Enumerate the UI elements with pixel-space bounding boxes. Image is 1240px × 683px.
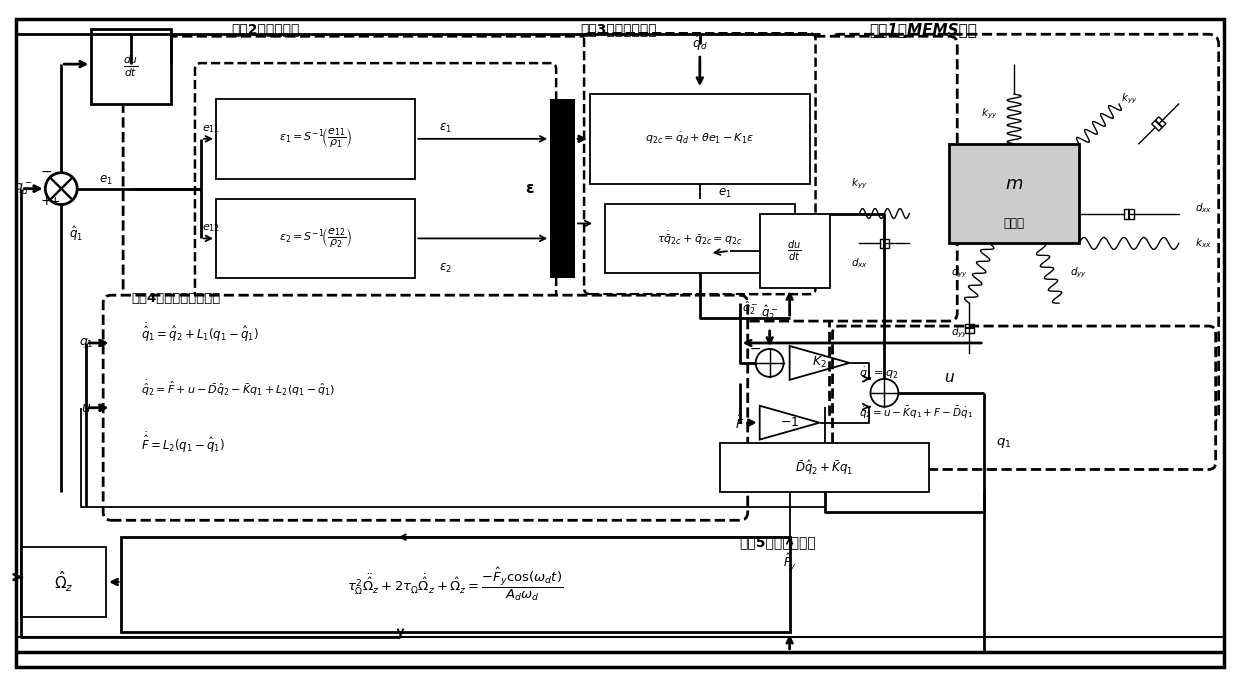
FancyBboxPatch shape	[584, 33, 816, 294]
Text: 步骤5：控制律设计: 步骤5：控制律设计	[740, 535, 816, 549]
FancyBboxPatch shape	[122, 538, 790, 632]
Text: $d_{xx}$: $d_{xx}$	[851, 256, 868, 270]
Text: $+$: $+$	[48, 195, 60, 208]
Text: $\hat{q}_2^-$: $\hat{q}_2^-$	[761, 303, 779, 323]
Text: $-$: $-$	[40, 164, 52, 178]
FancyBboxPatch shape	[195, 63, 557, 304]
Text: $e_{12}$: $e_{12}$	[202, 223, 219, 234]
Text: 步骤1：MEMS模型: 步骤1：MEMS模型	[869, 22, 977, 37]
FancyBboxPatch shape	[92, 29, 171, 104]
Text: $e_1$: $e_1$	[99, 174, 113, 187]
Text: $k_{yy}$: $k_{yy}$	[981, 107, 997, 121]
FancyBboxPatch shape	[832, 326, 1215, 469]
Text: $e_{11}$: $e_{11}$	[202, 123, 219, 135]
Text: $\varepsilon_2$: $\varepsilon_2$	[439, 262, 451, 275]
Text: 步骤4：扩张状态观测器: 步骤4：扩张状态观测器	[131, 292, 221, 305]
Text: $-$: $-$	[749, 341, 761, 355]
Text: 步骤3：动态面控制: 步骤3：动态面控制	[580, 23, 657, 36]
Text: $q_1$: $q_1$	[997, 436, 1012, 449]
Text: $\dot{q}_1 = q_2$: $\dot{q}_1 = q_2$	[859, 365, 899, 380]
Text: $\frac{du}{dt}$: $\frac{du}{dt}$	[787, 238, 802, 263]
Text: $k_{xx}$: $k_{xx}$	[1195, 236, 1211, 250]
Text: $\tau\dot{\bar{q}}_{2c}+\bar{q}_{2c}=q_{2c}$: $\tau\dot{\bar{q}}_{2c}+\bar{q}_{2c}=q_{…	[657, 229, 743, 247]
FancyBboxPatch shape	[551, 99, 575, 278]
Text: $d_{yy}$: $d_{yy}$	[1070, 266, 1087, 281]
Text: $q_{2c}=\dot{q}_d+\theta e_1-K_1\varepsilon$: $q_{2c}=\dot{q}_d+\theta e_1-K_1\varepsi…	[645, 131, 754, 146]
Text: $q_1$: $q_1$	[79, 336, 93, 350]
Text: $\hat{F}_y$: $\hat{F}_y$	[782, 551, 796, 573]
Text: $d_{yy}$: $d_{yy}$	[951, 266, 968, 281]
Text: $\dot{\hat{q}}_2 = \hat{F}+u-\bar{D}\hat{q}_2-\bar{K}q_1+L_2(q_1-\hat{q}_1)$: $\dot{\hat{q}}_2 = \hat{F}+u-\bar{D}\hat…	[141, 378, 336, 398]
Text: $\dot{\hat{q}}_1 = \hat{q}_2 + L_1(q_1-\hat{q}_1)$: $\dot{\hat{q}}_1 = \hat{q}_2 + L_1(q_1-\…	[141, 322, 259, 344]
Text: $-1$: $-1$	[780, 416, 800, 429]
FancyBboxPatch shape	[605, 204, 795, 273]
Text: $k_{yy}$: $k_{yy}$	[1121, 92, 1137, 106]
Text: $k_{yy}$: $k_{yy}$	[851, 176, 868, 191]
Text: 步骤2：预设性能: 步骤2：预设性能	[231, 23, 299, 36]
FancyBboxPatch shape	[216, 99, 415, 179]
Text: $\frac{du}{dt}$: $\frac{du}{dt}$	[123, 54, 139, 79]
FancyBboxPatch shape	[16, 19, 1224, 667]
Text: $q_d^-$: $q_d^-$	[14, 180, 32, 197]
FancyBboxPatch shape	[21, 547, 107, 617]
FancyBboxPatch shape	[950, 144, 1079, 243]
Text: $u$: $u$	[81, 401, 92, 415]
Text: $+$: $+$	[40, 193, 52, 208]
Text: $\varepsilon_1$: $\varepsilon_1$	[439, 122, 451, 135]
Text: $u$: $u$	[944, 370, 955, 385]
Text: $d_{xx}$: $d_{xx}$	[1195, 201, 1213, 215]
Text: $\tau_\Omega^2\ddot{\hat{\Omega}}_z+2\tau_\Omega\dot{\hat{\Omega}}_z+\hat{\Omega: $\tau_\Omega^2\ddot{\hat{\Omega}}_z+2\ta…	[347, 566, 563, 603]
Text: $d_{yy}$: $d_{yy}$	[951, 326, 968, 340]
Text: $\dot{q}_d$: $\dot{q}_d$	[692, 36, 708, 53]
Text: $\hat{\Omega}_z$: $\hat{\Omega}_z$	[55, 570, 73, 594]
FancyBboxPatch shape	[103, 295, 748, 520]
Text: $K_2$: $K_2$	[812, 355, 827, 370]
FancyBboxPatch shape	[123, 36, 957, 321]
FancyBboxPatch shape	[216, 199, 415, 278]
Text: $\hat{F}$: $\hat{F}$	[735, 414, 744, 432]
Text: 质量块: 质量块	[1003, 217, 1024, 230]
Text: $e_1$: $e_1$	[718, 187, 732, 200]
Text: $\varepsilon_1=S^{-1}\!\left(\dfrac{e_{11}}{\rho_1}\right)$: $\varepsilon_1=S^{-1}\!\left(\dfrac{e_{1…	[279, 127, 352, 150]
Text: $\boldsymbol{\varepsilon}$: $\boldsymbol{\varepsilon}$	[526, 181, 534, 196]
FancyBboxPatch shape	[760, 214, 830, 288]
FancyBboxPatch shape	[590, 94, 810, 184]
Text: $\hat{q}_2^-$: $\hat{q}_2^-$	[742, 299, 758, 317]
Text: $\hat{q}_1$: $\hat{q}_1$	[69, 224, 83, 243]
Text: $\dot{\hat{F}} = L_2(q_1-\hat{q}_1)$: $\dot{\hat{F}} = L_2(q_1-\hat{q}_1)$	[141, 430, 226, 455]
Text: $\bar{D}\hat{q}_2+\bar{K}q_1$: $\bar{D}\hat{q}_2+\bar{K}q_1$	[795, 458, 853, 477]
FancyBboxPatch shape	[719, 443, 929, 492]
Text: $\dot{q}_2 = u - \bar{K}q_1 + F - \bar{D}\dot{q}_1$: $\dot{q}_2 = u - \bar{K}q_1 + F - \bar{D…	[859, 404, 973, 421]
FancyBboxPatch shape	[830, 34, 1219, 423]
Text: $\varepsilon_2=S^{-1}\!\left(\dfrac{e_{12}}{\rho_2}\right)$: $\varepsilon_2=S^{-1}\!\left(\dfrac{e_{1…	[279, 227, 352, 250]
Text: $m$: $m$	[1004, 175, 1023, 193]
